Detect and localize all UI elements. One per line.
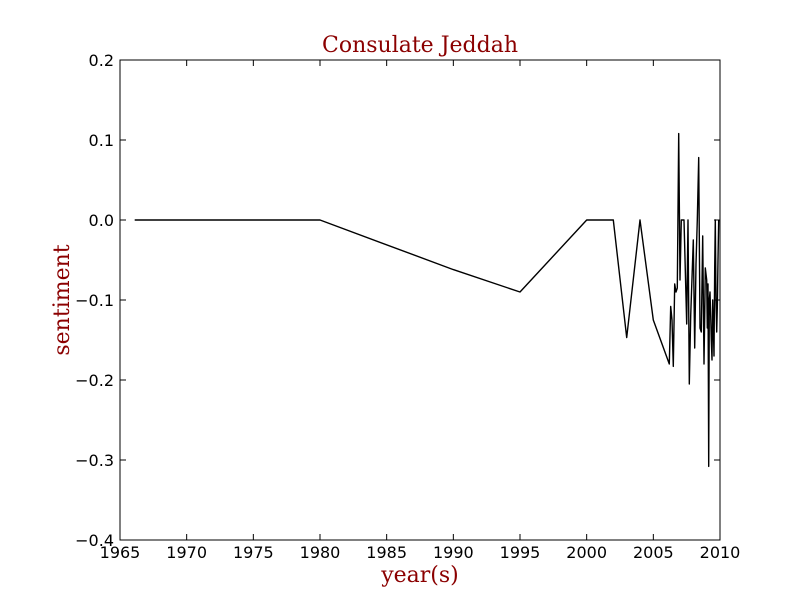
- x-tick-label: 2000: [566, 543, 607, 562]
- x-tick-label: 1995: [500, 543, 541, 562]
- x-tick-label: 1990: [433, 543, 474, 562]
- y-tick-label: −0.3: [75, 451, 114, 470]
- x-tick-label: 1965: [100, 543, 141, 562]
- x-tick-label: 1985: [366, 543, 407, 562]
- plot-frame: [119, 59, 721, 541]
- x-tick-label: 2010: [700, 543, 741, 562]
- y-tick-label: 0.0: [89, 211, 114, 230]
- x-tick-label: 1975: [233, 543, 274, 562]
- x-tick-label: 2005: [633, 543, 674, 562]
- y-tick-label: −0.4: [75, 531, 114, 550]
- axis-ticks: 1965 1970 1975 1980 1985 1990 1995 2000 2005 2010…: [75, 51, 740, 562]
- y-tick-label: 0.2: [89, 51, 114, 70]
- series-line: [134, 132, 720, 468]
- x-tick-label: 1980: [300, 543, 341, 562]
- chart-title: Consulate Jeddah: [322, 33, 518, 58]
- y-tick-label: −0.2: [75, 371, 114, 390]
- x-axis-label: year(s): [380, 563, 459, 588]
- y-axis-label: sentiment: [50, 244, 75, 355]
- y-tick-label: −0.1: [75, 291, 114, 310]
- y-tick-label: 0.1: [89, 131, 114, 150]
- x-tick-label: 1970: [166, 543, 207, 562]
